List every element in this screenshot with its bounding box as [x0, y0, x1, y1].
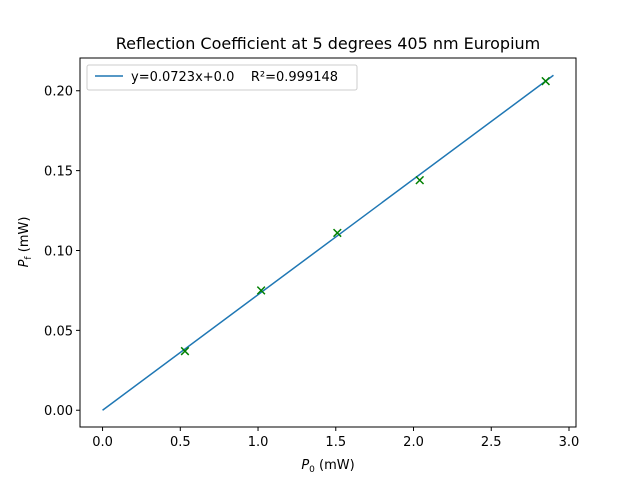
y-tick-label: 0.05	[44, 324, 73, 339]
x-tick-label: 1.0	[248, 435, 269, 450]
data-point-marker	[332, 228, 342, 238]
axes-frame	[79, 57, 577, 428]
x-tick-label: 2.5	[481, 435, 502, 450]
plot-area	[102, 74, 554, 411]
x-tick-label: 3.0	[559, 435, 580, 450]
data-point-marker	[541, 76, 551, 86]
y-tick-label: 0.20	[44, 85, 73, 100]
y-tick-label: 0.10	[44, 244, 73, 259]
fit-line	[102, 74, 554, 411]
legend-box	[86, 64, 358, 91]
axis-ticks: 0.0 0.5 1.0 1.5 2.0 2.5 3.0 0.00 0.05 0.10 0.15 0.2…	[44, 85, 579, 450]
y-axis-label: Pf (mW)	[17, 217, 34, 268]
x-axis-label: P0 (mW)	[301, 458, 354, 475]
x-tick-label: 0.0	[92, 435, 113, 450]
x-tick-label: 0.5	[170, 435, 191, 450]
x-tick-label: 2.0	[403, 435, 424, 450]
y-tick-label: 0.15	[44, 165, 73, 180]
data-point-marker	[256, 286, 266, 295]
chart-title: Reflection Coefficient at 5 degrees 405 …	[116, 34, 541, 53]
legend-entry-label: y=0.0723x+0.0 R²=0.999148	[131, 70, 338, 85]
x-tick-label: 1.5	[325, 435, 346, 450]
y-tick-label: 0.00	[44, 404, 73, 419]
data-point-marker	[415, 175, 425, 185]
data-point-marker	[180, 346, 190, 356]
legend: y=0.0723x+0.0 R²=0.999148	[86, 64, 358, 91]
